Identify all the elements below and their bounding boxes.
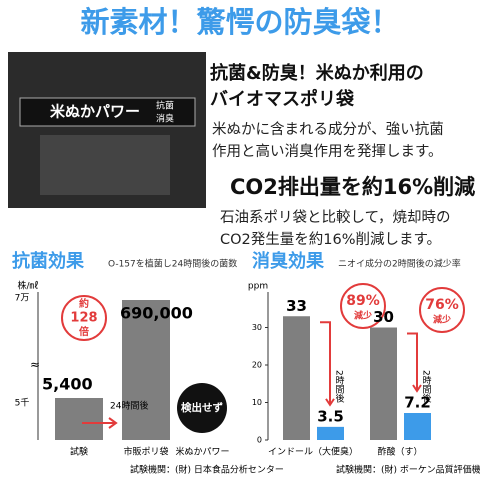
feature-heading: バイオマスポリ袋 bbox=[210, 88, 355, 110]
reduction-label: 89% bbox=[346, 293, 380, 309]
product-label: 米ぬかパワー bbox=[50, 103, 140, 121]
feature-heading: 抗菌&防臭！米ぬか利用の bbox=[210, 62, 424, 84]
y-unit: 株/㎖ bbox=[17, 280, 38, 292]
product-band bbox=[19, 97, 196, 127]
title: 新素材！驚愕の防臭袋！ bbox=[80, 5, 399, 39]
feature-body: 石油系ポリ袋と比較して，焼却時の bbox=[220, 208, 451, 226]
arrow bbox=[82, 417, 118, 429]
ratio-text: 128 bbox=[70, 311, 97, 326]
value-label: 検出せず bbox=[181, 401, 223, 414]
value-label: 690,000 bbox=[120, 304, 193, 323]
y-tick-label: 0 bbox=[257, 436, 262, 445]
y-tick-label: 7万 bbox=[15, 294, 30, 304]
chart-subtitle: ニオイ成分の2時間後の減少率 bbox=[338, 258, 461, 270]
badge bbox=[177, 383, 227, 433]
product-art bbox=[40, 135, 170, 195]
x-tick-label: 試験 bbox=[70, 446, 88, 458]
bar bbox=[404, 413, 431, 440]
x-tick-label: 酢酸（す） bbox=[377, 446, 422, 458]
value-label: 5,400 bbox=[42, 375, 93, 394]
reduction-word: 減少 bbox=[354, 310, 372, 322]
axis-break: ≈ bbox=[30, 358, 40, 372]
y-tick-label: 10 bbox=[252, 398, 262, 407]
feature-body: 作用と高い消臭作用を発揮します。 bbox=[212, 143, 443, 160]
chart-title: 消臭効果 bbox=[252, 250, 325, 272]
annotation: 24時間後 bbox=[110, 400, 148, 412]
feature-heading: CO2排出量を約16%削減 bbox=[230, 175, 475, 199]
feature-body: 米ぬかに含まれる成分が、強い抗菌 bbox=[212, 121, 444, 138]
feature-body: CO2発生量を約16%削減します。 bbox=[220, 231, 441, 248]
bar bbox=[283, 316, 310, 440]
bar bbox=[317, 426, 344, 440]
arrow bbox=[407, 332, 422, 393]
x-tick-label: インドール（大便臭） bbox=[268, 446, 358, 458]
ratio-badge bbox=[61, 295, 107, 341]
value-label: 30 bbox=[373, 308, 394, 326]
bar bbox=[55, 398, 103, 440]
value-label: 33 bbox=[286, 297, 307, 315]
bar bbox=[122, 300, 170, 440]
y-tick-label: 20 bbox=[252, 361, 262, 370]
value-label: 7.2 bbox=[404, 394, 431, 412]
source: 試験機関：(財) ボーケン品質評価機構 bbox=[336, 464, 480, 476]
source: 試験機関：(財) 日本食品分析センター bbox=[130, 464, 284, 476]
y-tick-label: 30 bbox=[252, 323, 262, 332]
product-label: 抗菌 bbox=[156, 100, 174, 112]
y-unit: ppm bbox=[248, 282, 268, 292]
x-tick-label: 市販ポリ袋 bbox=[123, 446, 168, 458]
value-label: 3.5 bbox=[317, 407, 344, 425]
ratio-text: 倍 bbox=[79, 325, 89, 338]
x-tick-label: 米ぬかパワー bbox=[175, 446, 229, 458]
chart-subtitle: O-157を植菌し24時間後の菌数 bbox=[108, 258, 237, 270]
bar bbox=[370, 327, 397, 440]
annotation: 2時間後 bbox=[421, 370, 432, 403]
arrow bbox=[320, 321, 335, 407]
y-tick-label: 5千 bbox=[15, 398, 30, 409]
ratio-text: 約 bbox=[79, 297, 89, 310]
reduction-label: 76% bbox=[425, 297, 459, 313]
annotation: 2時間後 bbox=[334, 370, 345, 403]
reduction-badge bbox=[340, 283, 386, 329]
chart-title: 抗菌効果 bbox=[12, 250, 85, 272]
reduction-word: 減少 bbox=[433, 314, 451, 326]
product-label: 消臭 bbox=[156, 113, 174, 125]
reduction-badge bbox=[419, 287, 465, 333]
